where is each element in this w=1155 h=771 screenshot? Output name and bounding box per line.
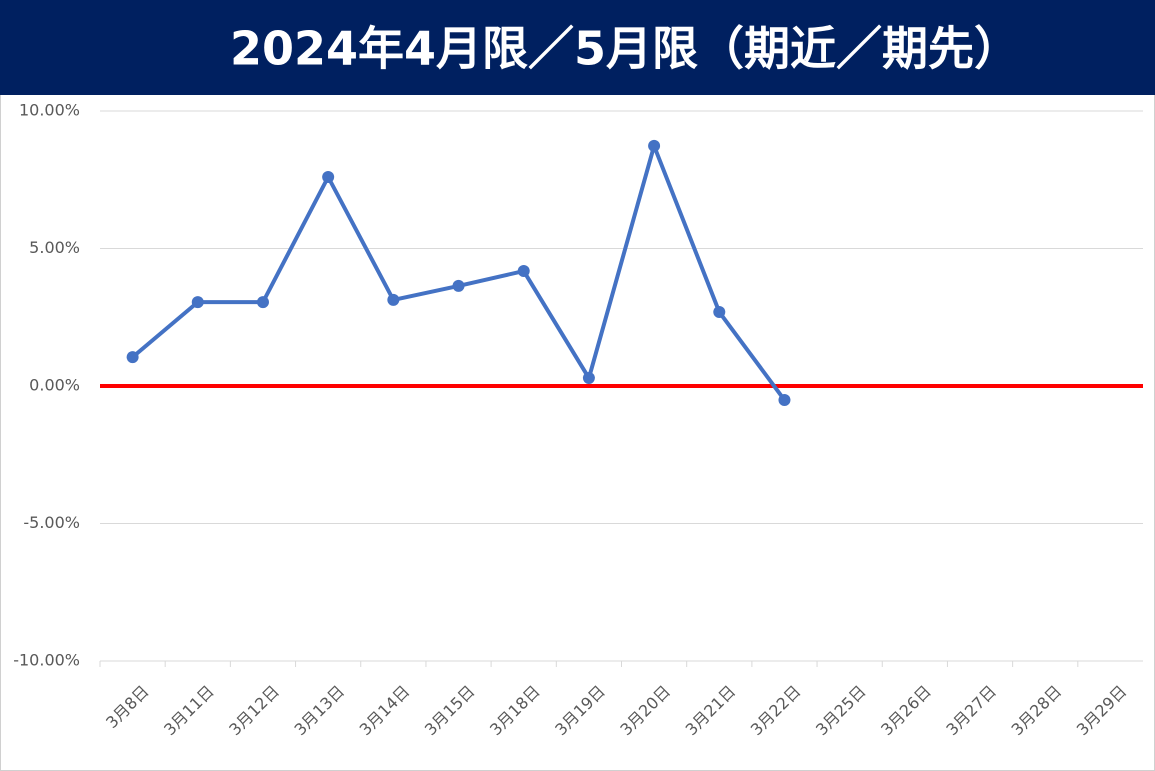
y-tick-label: -10.00% bbox=[13, 651, 80, 670]
data-point bbox=[387, 293, 400, 306]
data-point bbox=[582, 372, 595, 385]
y-tick-label: -5.00% bbox=[23, 513, 80, 532]
chart-title: 2024年4月限／5月限（期近／期先） bbox=[230, 22, 1020, 76]
y-tick-label: 0.00% bbox=[29, 376, 80, 395]
data-point bbox=[191, 296, 204, 309]
y-tick-label: 5.00% bbox=[29, 238, 80, 257]
data-point bbox=[713, 306, 726, 319]
data-point bbox=[256, 296, 269, 309]
data-point bbox=[517, 265, 530, 278]
data-point bbox=[778, 394, 791, 407]
data-point bbox=[452, 279, 465, 292]
data-point bbox=[648, 139, 661, 152]
data-point bbox=[322, 171, 335, 183]
y-tick-label: 10.00% bbox=[19, 101, 80, 120]
data-point bbox=[126, 351, 139, 364]
title-banner bbox=[0, 0, 1155, 95]
